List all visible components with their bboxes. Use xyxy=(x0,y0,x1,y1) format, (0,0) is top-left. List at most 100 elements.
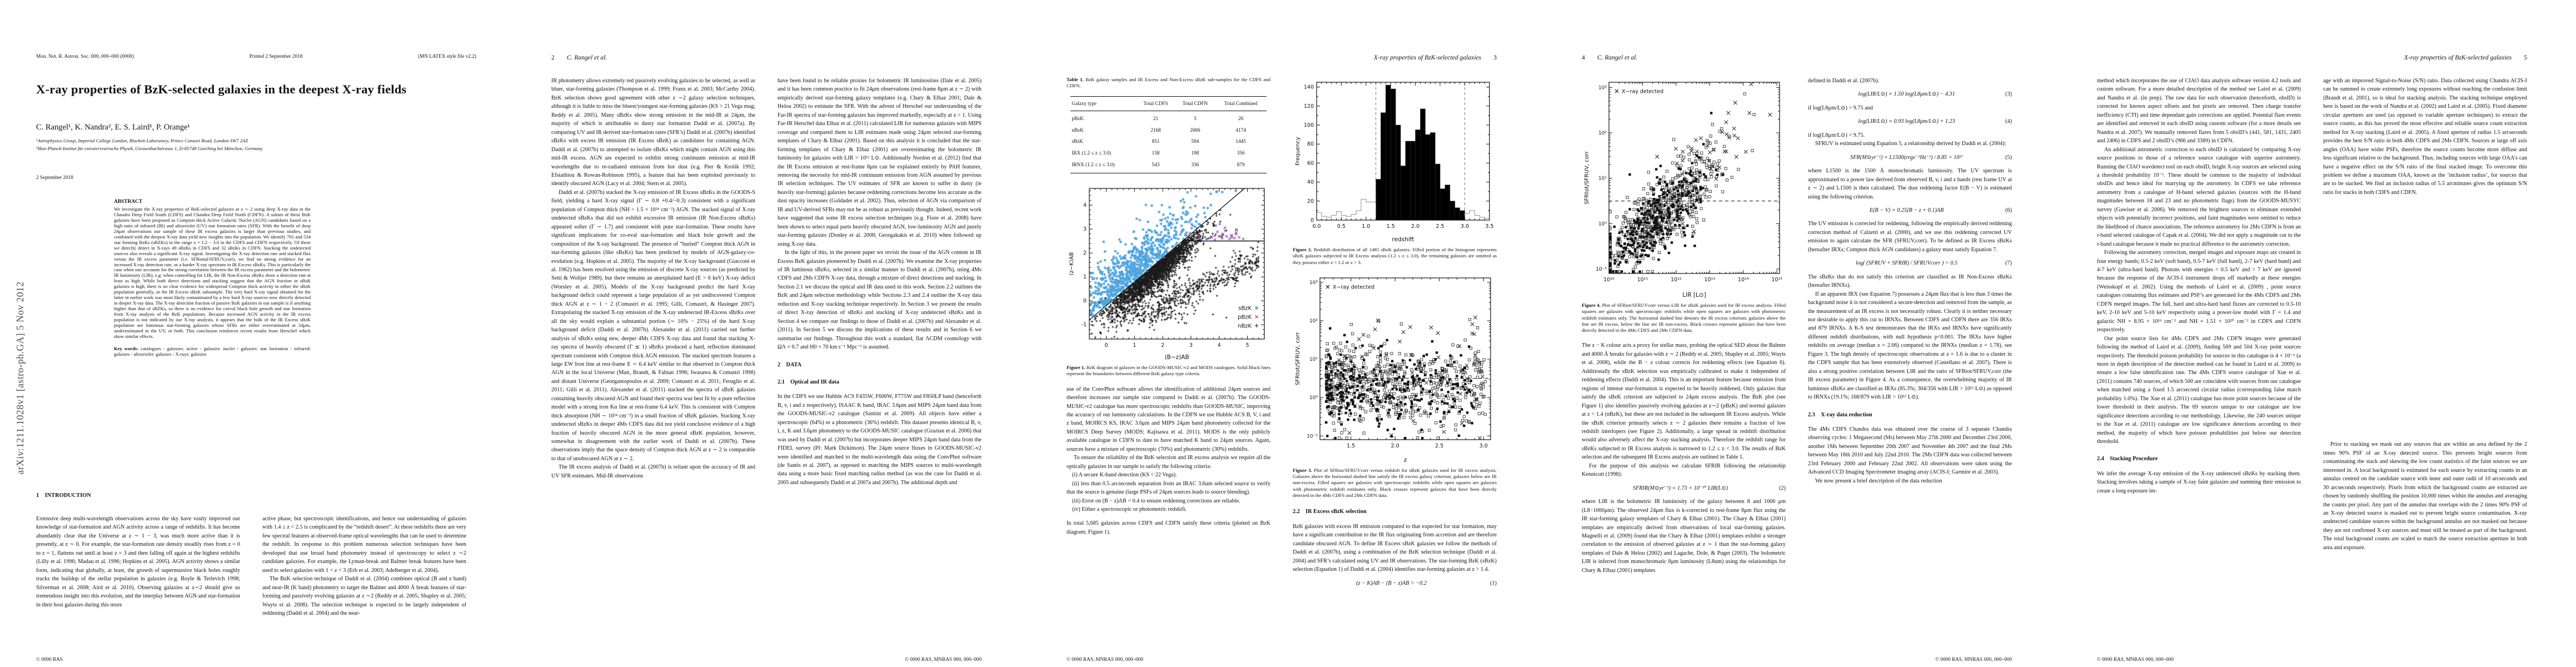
paragraph: where LIR is the bolometric IR luminosit… xyxy=(1582,499,1786,574)
equation-4: log(LIR/L⊙) = 0.93 log(L8μm/L⊙) + 1.23 (… xyxy=(1858,118,2012,125)
table-cell: sBzK xyxy=(1072,138,1083,145)
page-number: 3 xyxy=(1493,54,1497,61)
table-cell: 356 xyxy=(1237,150,1245,156)
svg-text:pBzK: pBzK xyxy=(1238,315,1252,321)
svg-text:2.0: 2.0 xyxy=(1411,223,1419,230)
paragraph: BzK galaxies with excess IR emission com… xyxy=(1293,523,1497,573)
paper-title: X-ray properties of BzK-selected galaxie… xyxy=(36,82,407,96)
table-header: Total Combined xyxy=(1215,96,1267,112)
svg-text:3.0: 3.0 xyxy=(1461,223,1469,230)
svg-text:5: 5 xyxy=(1245,342,1249,349)
svg-text:0.0: 0.0 xyxy=(1312,223,1321,230)
paragraph: SFRUV is estimated using Equation 5, a r… xyxy=(1815,141,2006,147)
table-cell: 21 xyxy=(1153,116,1159,122)
column-right: have been found to be reliable proxies f… xyxy=(778,77,981,659)
equation-5: SFR(M⊙yr⁻¹) = L1500(ergs⁻¹Hz⁻¹) / 8.85 ×… xyxy=(1850,154,2012,161)
svg-text:2.5: 2.5 xyxy=(1435,443,1443,449)
paragraph: where L1500 is the 1500 Å monochromatic … xyxy=(1808,168,2012,200)
paragraph: if log(L8μm/L⊙) < 9.75. xyxy=(1808,132,1865,138)
column-left: IR photometry allows extremely red passi… xyxy=(551,77,755,659)
page-4: 4 C. Rangel et al. 10¹⁰ 10¹¹ 10¹² 10¹³ 10¹⁴ 10… xyxy=(1546,0,2061,667)
svg-text:100: 100 xyxy=(1304,122,1314,128)
running-title: X-ray properties of BzK-selected galaxie… xyxy=(1373,54,1482,61)
table-header: Total CDFS xyxy=(1136,96,1175,112)
paragraph: In the CDFS we use Hubble ACS F435W, F60… xyxy=(778,394,981,486)
equation-6: E(B − V) = 0.25(B − z + 0.1)AB (6) xyxy=(1869,207,2012,213)
svg-text:2.5: 2.5 xyxy=(1436,223,1444,230)
page-3: X-ray properties of BzK-selected galaxie… xyxy=(1030,0,1546,667)
abstract-heading: ABSTRACT xyxy=(114,199,143,205)
paragraph: if log(L8μm/L⊙) > 9.75 and xyxy=(1808,104,1873,111)
introduction-columns: Extensive deep multi-wavelength observat… xyxy=(36,515,466,644)
running-title: X-ray properties of BzK-selected galaxie… xyxy=(2404,54,2512,61)
criterion-iii: (iii) Error on (B − z)AB < 0.4 to ensure… xyxy=(1072,497,1240,504)
svg-text:SFRtot/SFRUV, corr: SFRtot/SFRUV, corr xyxy=(1295,332,1301,385)
page-footer: © 0000 RAS, MNRAS 000, 000–000 xyxy=(2097,656,2174,662)
svg-text:sBzK: sBzK xyxy=(1238,306,1252,312)
svg-text:10⁻¹: 10⁻¹ xyxy=(1307,434,1318,439)
table-cell: pBzK xyxy=(1072,116,1084,122)
subsection-heading-optical-ir-data: 2.1 Optical and IR data xyxy=(778,379,839,385)
affiliation-1: ¹Astrophysics Group, Imperial College Lo… xyxy=(36,138,248,143)
table-1: Galaxy type Total CDFS Total CDFN Total Com… xyxy=(1070,96,1267,174)
running-title: C. Rangel et al. xyxy=(566,54,607,61)
figure-1-caption: Figure 1. BzK diagram of galaxies in the… xyxy=(1067,365,1270,377)
paragraph: Daddi et al. (2007b) stacked the X-ray e… xyxy=(551,189,755,462)
svg-text:SFRtot/SFRUV, corr: SFRtot/SFRUV, corr xyxy=(1584,151,1590,204)
page-footer: © 0000 RAS xyxy=(36,656,63,662)
svg-text:10¹: 10¹ xyxy=(1598,176,1607,182)
svg-text:nBzK: nBzK xyxy=(1238,323,1252,330)
svg-text:10¹⁴: 10¹⁴ xyxy=(1738,277,1749,283)
style-file-note: (MN LATEX style file v2.2) xyxy=(418,53,476,59)
intro-column-left: Extensive deep multi-wavelength observat… xyxy=(36,515,240,644)
svg-text:10¹¹: 10¹¹ xyxy=(1637,277,1648,283)
svg-text:40: 40 xyxy=(1307,180,1314,186)
figure-3-caption: Figure 3. Plot of SFRtot/SFRUVcorr versu… xyxy=(1293,467,1497,499)
svg-text:10⁻¹: 10⁻¹ xyxy=(1596,267,1607,272)
svg-text:10¹³: 10¹³ xyxy=(1704,277,1715,283)
svg-text:2: 2 xyxy=(1161,342,1164,349)
table-cell: 851 xyxy=(1152,138,1160,145)
abstract-block: ABSTRACT We investigate the X-ray proper… xyxy=(114,199,311,362)
svg-text:1.5: 1.5 xyxy=(1347,443,1355,449)
page-1: arXiv:1211.1028v1 [astro-ph.GA] 5 Nov 20… xyxy=(0,0,515,667)
paragraph: use of the ConvPhot software allows the … xyxy=(1067,386,1270,452)
table-cell: 543 xyxy=(1136,159,1175,174)
paragraph: Extensive deep multi-wavelength observat… xyxy=(36,516,240,608)
svg-text:redshift: redshift xyxy=(1392,236,1414,243)
table-1-caption: Table 1. BzK galaxy samples and IR Exces… xyxy=(1067,77,1270,89)
svg-text:Frequency: Frequency xyxy=(1295,137,1301,166)
table-cell: 5 xyxy=(1194,116,1197,122)
page-5: X-ray properties of BzK-selected galaxie… xyxy=(2061,0,2576,667)
svg-text:2.0: 2.0 xyxy=(1391,443,1399,449)
table-cell: 198 xyxy=(1191,150,1199,156)
column-left: Table 1. BzK galaxy samples and IR Exces… xyxy=(1067,77,1270,659)
paragraph: IR photometry allows extremely red passi… xyxy=(551,78,755,187)
svg-text:(z−K)AB: (z−K)AB xyxy=(1069,252,1075,276)
keywords-label: Key words: xyxy=(114,345,139,351)
table-cell: 594 xyxy=(1191,138,1199,145)
page-footer: © 0000 RAS, MNRAS 000, 000–000 xyxy=(1067,656,1143,662)
svg-text:10⁰: 10⁰ xyxy=(1309,395,1318,401)
svg-text:140: 140 xyxy=(1304,84,1314,91)
paragraph: To ensure the reliability of the BzK sel… xyxy=(1067,455,1270,470)
section-heading-data: 2 DATA xyxy=(778,361,802,368)
table-row: sBzK 851 594 1445 xyxy=(1070,136,1266,148)
svg-text:10²: 10² xyxy=(1309,318,1318,324)
svg-text:0: 0 xyxy=(1083,298,1087,304)
running-head: 4 C. Rangel et al. xyxy=(1582,54,2012,61)
svg-text:10⁰: 10⁰ xyxy=(1598,221,1607,227)
paragraph: age with an improved Signal-to-Noise (S/… xyxy=(2323,78,2527,196)
equation-1: (z − K)AB − (B − z)AB > −0.2 (1) xyxy=(1356,580,1497,586)
table-cell: 1445 xyxy=(1235,138,1246,145)
svg-text:3: 3 xyxy=(1189,342,1193,349)
criterion-ii: (ii) less than 0.5 arcseconds separation… xyxy=(1067,480,1270,496)
subsection-heading-xray-data-reduction: 2.3 X-ray data reduction xyxy=(1808,411,1872,418)
svg-text:0: 0 xyxy=(1311,217,1314,223)
keywords: Key words: catalogues - galaxies: active… xyxy=(114,345,311,357)
table-cell: 26 xyxy=(1238,116,1244,122)
svg-text:2: 2 xyxy=(1083,250,1087,256)
svg-text:(B−z)AB: (B−z)AB xyxy=(1164,354,1189,361)
paragraph: An additional astrometric correction to … xyxy=(2097,146,2301,247)
